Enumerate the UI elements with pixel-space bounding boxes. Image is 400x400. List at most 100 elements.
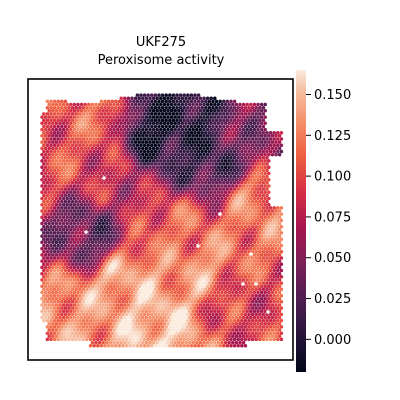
spot xyxy=(135,281,140,285)
spot xyxy=(40,221,44,226)
spot xyxy=(43,228,48,232)
spot xyxy=(67,187,71,191)
spot xyxy=(121,293,125,298)
spot xyxy=(88,249,93,254)
spot xyxy=(130,315,134,320)
spot xyxy=(214,256,219,260)
spot xyxy=(123,240,127,245)
spot xyxy=(56,249,60,254)
spot xyxy=(119,315,123,320)
spot xyxy=(254,174,258,179)
spot xyxy=(202,221,206,226)
spot xyxy=(218,249,222,254)
spot xyxy=(256,290,260,295)
spot xyxy=(56,168,60,173)
spot xyxy=(67,105,71,110)
spot xyxy=(202,146,206,151)
spot xyxy=(227,240,231,245)
spot xyxy=(196,124,201,129)
spot xyxy=(261,168,266,173)
spot xyxy=(135,124,140,129)
spot xyxy=(139,99,143,104)
spot xyxy=(151,184,156,188)
spot xyxy=(137,284,141,288)
spot xyxy=(135,137,140,141)
spot xyxy=(209,165,213,169)
spot xyxy=(135,187,140,191)
spot xyxy=(110,287,114,292)
spot xyxy=(277,309,282,313)
spot xyxy=(198,228,203,232)
spot xyxy=(65,127,69,132)
spot xyxy=(180,140,185,144)
spot xyxy=(265,231,269,235)
spot xyxy=(162,315,167,320)
spot xyxy=(142,325,147,329)
spot xyxy=(207,99,212,104)
spot xyxy=(105,203,109,207)
spot xyxy=(43,203,48,207)
spot xyxy=(243,174,248,179)
spot xyxy=(234,140,239,144)
spot xyxy=(115,196,120,201)
spot xyxy=(184,215,188,220)
spot xyxy=(43,253,48,257)
spot xyxy=(241,203,246,207)
spot xyxy=(63,199,68,204)
spot xyxy=(254,105,258,110)
spot xyxy=(137,296,141,301)
spot xyxy=(184,127,188,132)
spot xyxy=(218,99,222,104)
spot xyxy=(187,322,192,326)
spot xyxy=(114,312,118,317)
spot xyxy=(74,156,78,160)
spot xyxy=(216,290,221,295)
spot xyxy=(270,296,275,301)
spot xyxy=(56,174,60,179)
spot xyxy=(159,221,163,226)
spot xyxy=(128,300,132,304)
spot xyxy=(137,177,141,182)
spot xyxy=(106,99,111,104)
spot xyxy=(103,118,107,122)
spot xyxy=(139,312,143,317)
spot xyxy=(65,184,69,188)
spot xyxy=(151,165,156,169)
spot xyxy=(229,168,233,173)
spot xyxy=(133,152,138,157)
spot xyxy=(78,237,82,241)
spot xyxy=(65,140,69,144)
spot xyxy=(209,127,213,132)
spot xyxy=(151,253,156,257)
spot xyxy=(164,99,168,104)
spot xyxy=(117,231,122,235)
spot xyxy=(173,240,177,245)
spot xyxy=(162,203,167,207)
spot xyxy=(211,249,215,254)
spot xyxy=(254,162,258,166)
spot xyxy=(200,156,204,160)
spot xyxy=(63,312,68,317)
spot xyxy=(164,181,168,185)
spot xyxy=(103,249,107,254)
spot xyxy=(184,203,188,207)
spot xyxy=(94,322,98,326)
spot xyxy=(146,137,150,141)
spot xyxy=(182,281,186,285)
spot xyxy=(207,312,212,317)
spot xyxy=(250,168,255,173)
spot xyxy=(200,293,204,298)
spot xyxy=(105,309,109,313)
spot xyxy=(79,165,84,169)
spot xyxy=(108,221,113,226)
spot xyxy=(231,152,235,157)
spot xyxy=(133,278,138,282)
spot xyxy=(202,278,206,282)
spot xyxy=(42,112,46,116)
spot xyxy=(146,325,150,329)
spot xyxy=(90,165,95,169)
spot xyxy=(121,156,125,160)
spot xyxy=(202,265,206,270)
spot xyxy=(153,281,158,285)
spot xyxy=(132,243,136,248)
